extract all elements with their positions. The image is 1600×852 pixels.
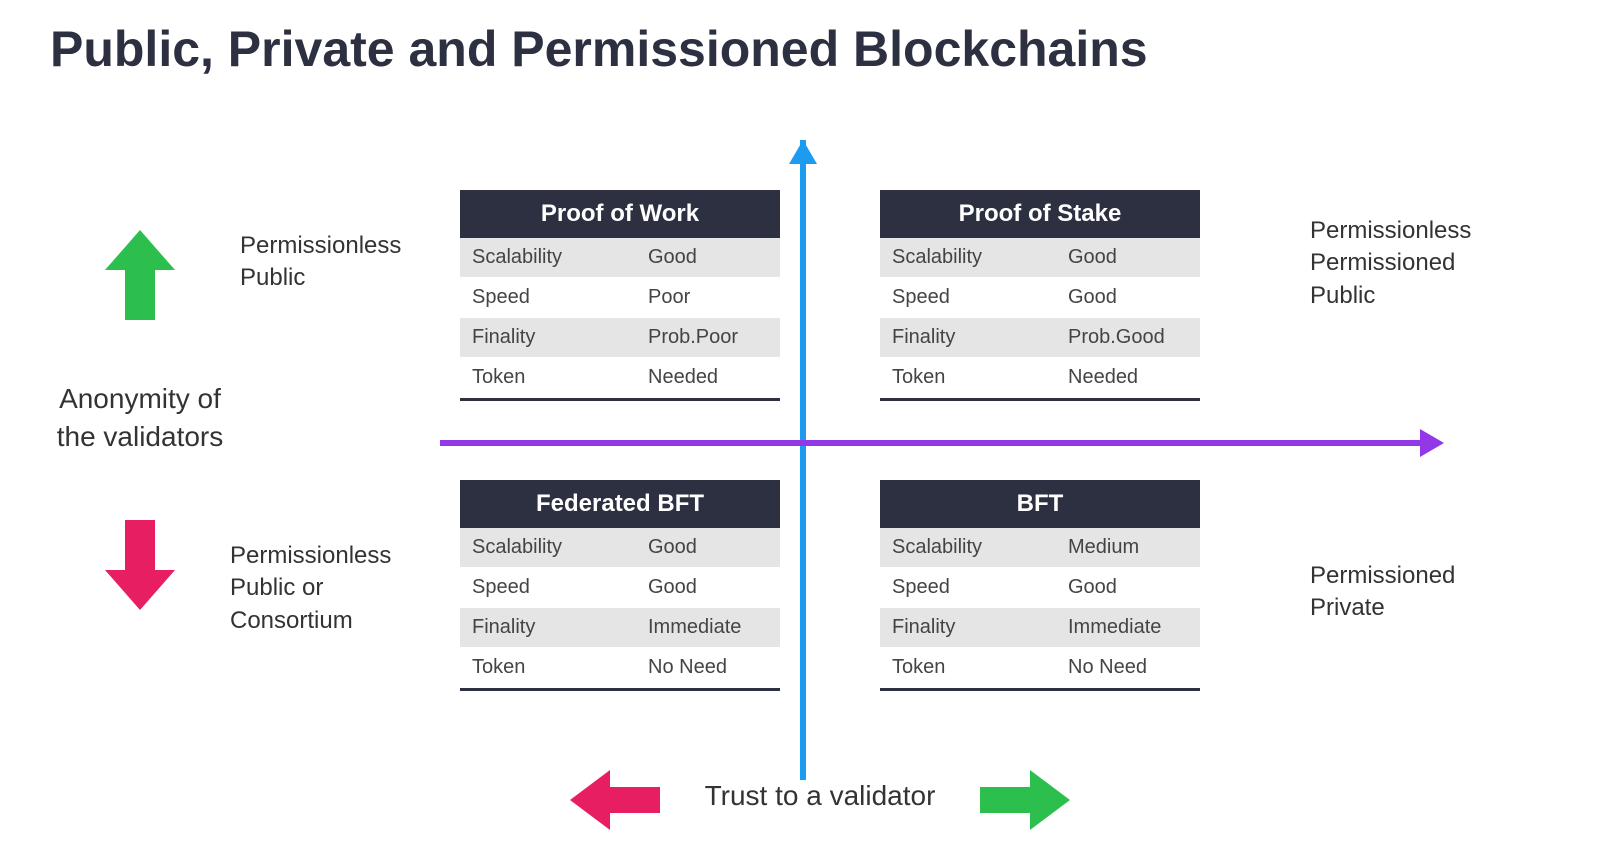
row-key: Speed [460,278,636,317]
row-value: Immediate [1056,608,1200,647]
card-proof-of-stake: Proof of Stake ScalabilityGood SpeedGood… [880,190,1200,401]
page-title: Public, Private and Permissioned Blockch… [50,20,1148,78]
card-bft: BFT ScalabilityMedium SpeedGood Finality… [880,480,1200,691]
card-row: ScalabilityGood [880,238,1200,278]
row-value: Prob.Good [1056,318,1200,357]
row-key: Scalability [880,238,1056,277]
card-body: ScalabilityGood SpeedGood FinalityImmedi… [460,528,780,691]
row-key: Scalability [460,238,636,277]
row-key: Token [460,358,636,397]
arrow-left-icon [570,770,660,830]
row-key: Scalability [880,528,1056,567]
row-value: Good [636,238,780,277]
row-value: Good [1056,238,1200,277]
row-key: Finality [460,318,636,357]
card-header: Proof of Stake [880,190,1200,238]
row-key: Finality [880,318,1056,357]
card-row: ScalabilityGood [460,238,780,278]
quadrant-label-bottom-right: PermissionedPrivate [1310,560,1455,625]
arrow-up-icon [105,230,175,320]
row-value: Good [636,568,780,607]
axis-vertical-label: Anonymity of the validators [50,380,230,456]
card-row: SpeedGood [880,278,1200,318]
axis-horizontal-label: Trust to a validator [680,780,960,812]
row-key: Speed [460,568,636,607]
card-row: FinalityProb.Good [880,318,1200,358]
row-value: Good [636,528,780,567]
row-value: No Need [1056,648,1200,687]
row-value: Poor [636,278,780,317]
axis-vertical [800,140,806,780]
quadrant-label-top-left: PermissionlessPublic [240,230,401,295]
row-key: Finality [460,608,636,647]
card-row: ScalabilityMedium [880,528,1200,568]
card-row: FinalityImmediate [460,608,780,648]
row-value: No Need [636,648,780,687]
row-value: Medium [1056,528,1200,567]
row-key: Finality [880,608,1056,647]
axis-horizontal-arrowhead-icon [1420,429,1444,457]
axis-vertical-arrowhead-icon [789,140,817,164]
arrow-down-icon [105,520,175,610]
card-row: SpeedGood [880,568,1200,608]
card-row: TokenNeeded [880,358,1200,398]
row-key: Token [880,358,1056,397]
row-value: Immediate [636,608,780,647]
card-header: BFT [880,480,1200,528]
card-body: ScalabilityGood SpeedGood FinalityProb.G… [880,238,1200,401]
card-header: Federated BFT [460,480,780,528]
row-key: Scalability [460,528,636,567]
card-row: SpeedGood [460,568,780,608]
row-key: Speed [880,568,1056,607]
card-header: Proof of Work [460,190,780,238]
row-value: Prob.Poor [636,318,780,357]
card-body: ScalabilityGood SpeedPoor FinalityProb.P… [460,238,780,401]
card-row: ScalabilityGood [460,528,780,568]
card-federated-bft: Federated BFT ScalabilityGood SpeedGood … [460,480,780,691]
card-body: ScalabilityMedium SpeedGood FinalityImme… [880,528,1200,691]
row-key: Speed [880,278,1056,317]
quadrant-label-top-right: PermissionlessPermissionedPublic [1310,215,1471,312]
row-value: Needed [636,358,780,397]
card-row: FinalityImmediate [880,608,1200,648]
row-value: Good [1056,568,1200,607]
card-row: TokenNeeded [460,358,780,398]
card-proof-of-work: Proof of Work ScalabilityGood SpeedPoor … [460,190,780,401]
row-key: Token [460,648,636,687]
arrow-right-icon [980,770,1070,830]
card-row: TokenNo Need [880,648,1200,688]
card-row: SpeedPoor [460,278,780,318]
row-key: Token [880,648,1056,687]
row-value: Needed [1056,358,1200,397]
row-value: Good [1056,278,1200,317]
card-row: FinalityProb.Poor [460,318,780,358]
axis-horizontal [440,440,1420,446]
quadrant-label-bottom-left: PermissionlessPublic orConsortium [230,540,391,637]
card-row: TokenNo Need [460,648,780,688]
